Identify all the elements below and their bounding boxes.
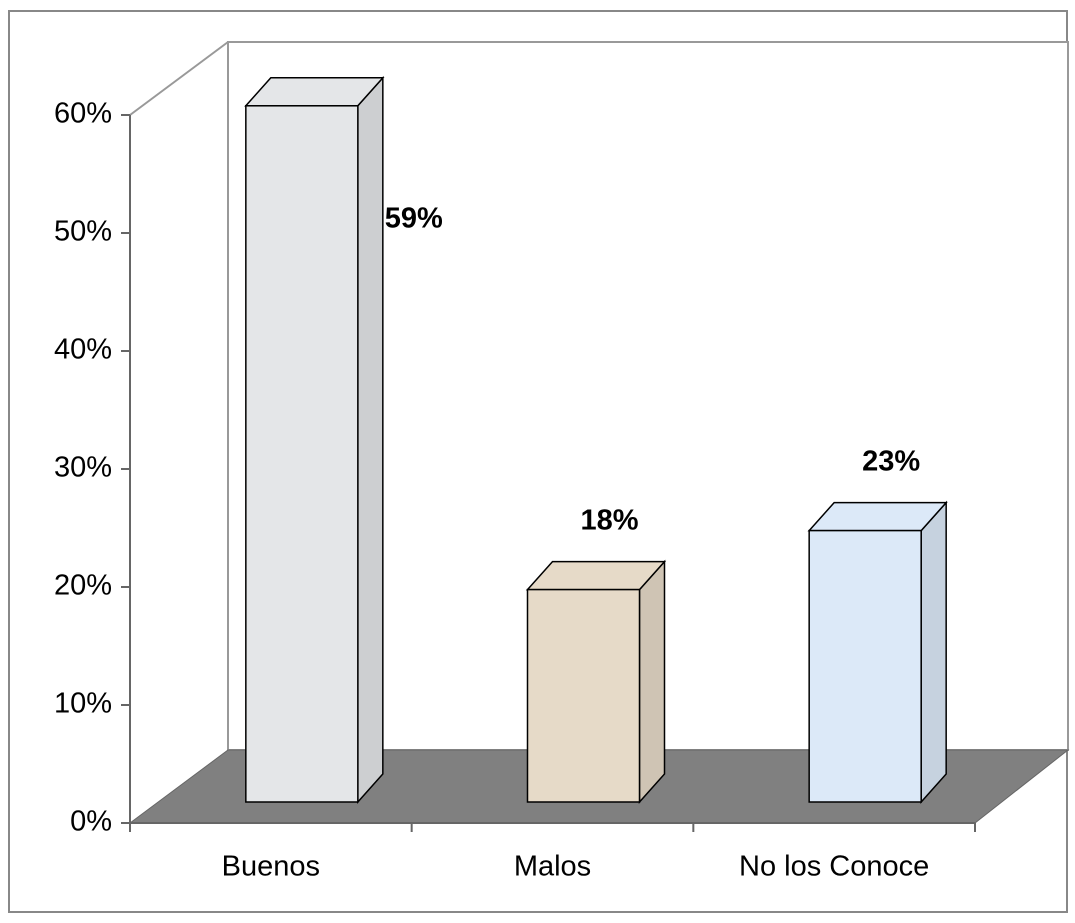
side-wall-edge xyxy=(129,41,229,116)
bar-top xyxy=(244,77,385,107)
y-tick-label: 20% xyxy=(54,570,112,602)
bar-side xyxy=(920,500,947,804)
bar xyxy=(808,529,922,803)
bar-side xyxy=(638,559,666,804)
y-tick-label: 60% xyxy=(54,98,112,130)
y-tick-label: 30% xyxy=(54,452,112,484)
bar-top xyxy=(807,501,948,532)
y-tick-label: 40% xyxy=(54,334,112,366)
bar xyxy=(245,105,359,803)
value-label: 18% xyxy=(580,504,638,536)
y-tick-label: 10% xyxy=(54,688,112,720)
x-tick-label: No los Conoce xyxy=(739,851,929,883)
y-tick-label: 0% xyxy=(70,806,112,838)
bar-top xyxy=(525,560,667,591)
bar-side xyxy=(357,75,384,804)
value-label: 59% xyxy=(385,203,443,235)
x-tick-label: Malos xyxy=(514,851,591,883)
x-tick-label: Buenos xyxy=(222,851,320,883)
value-label: 23% xyxy=(862,445,920,477)
bar xyxy=(526,588,641,803)
y-tick-label: 50% xyxy=(54,216,112,248)
